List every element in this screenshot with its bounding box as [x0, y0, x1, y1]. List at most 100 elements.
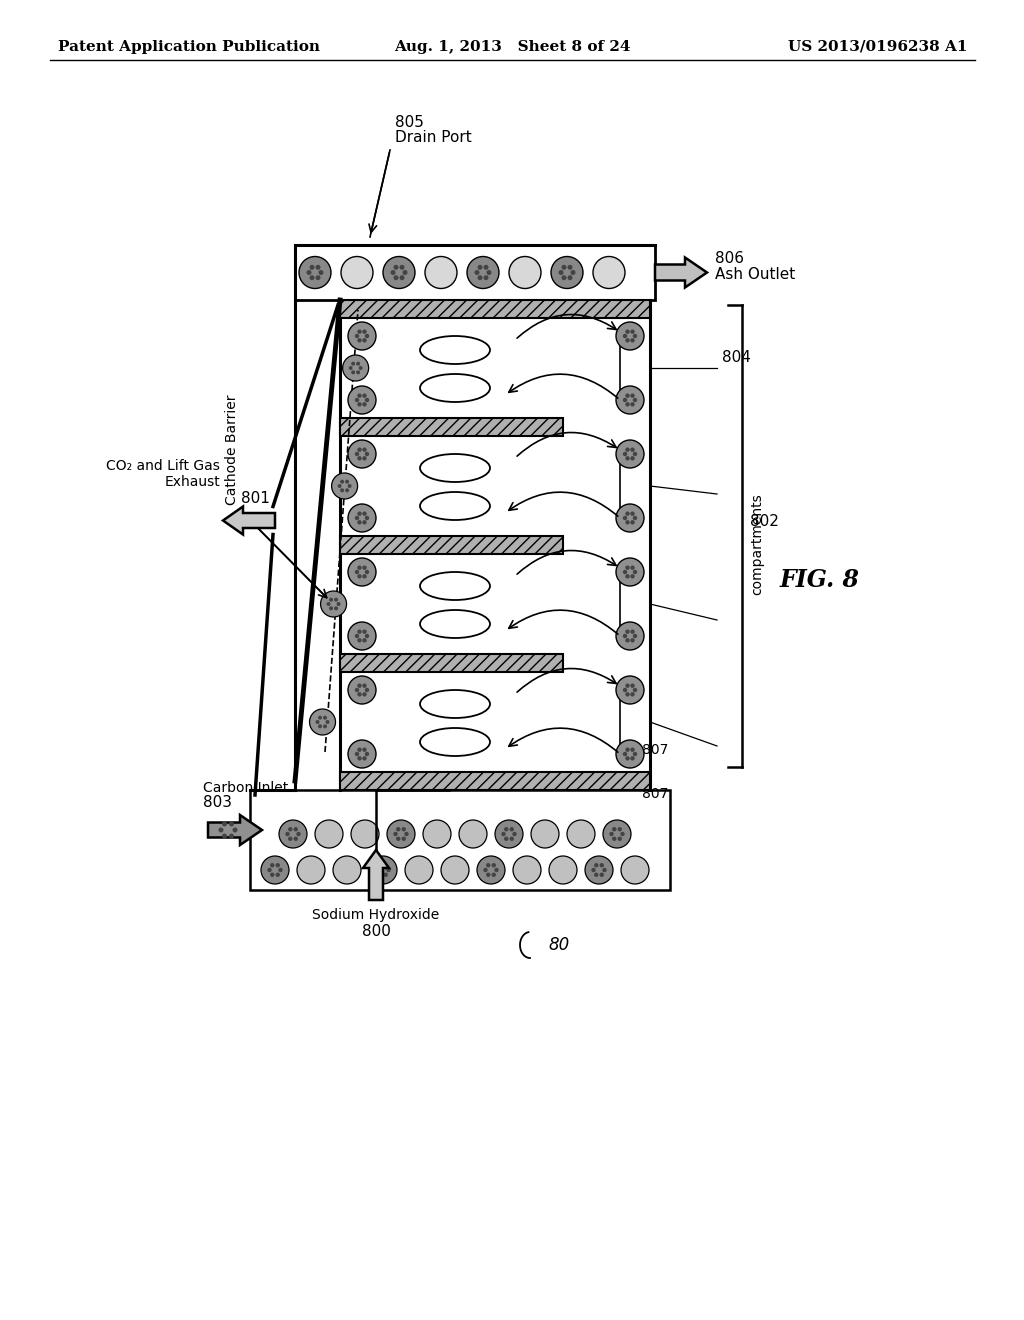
Text: Ash Outlet: Ash Outlet: [715, 267, 796, 282]
Text: 804: 804: [722, 351, 751, 366]
Circle shape: [326, 719, 330, 723]
Circle shape: [591, 867, 596, 873]
Circle shape: [513, 855, 541, 884]
Circle shape: [222, 821, 227, 826]
Circle shape: [318, 715, 322, 719]
Text: Cathode Barrier: Cathode Barrier: [225, 395, 239, 506]
Text: 801: 801: [241, 491, 270, 506]
Bar: [340, 772, 650, 789]
Circle shape: [633, 451, 637, 457]
Circle shape: [467, 256, 499, 289]
Circle shape: [365, 634, 370, 638]
Circle shape: [603, 820, 631, 847]
Circle shape: [365, 451, 370, 457]
Circle shape: [477, 265, 482, 269]
Circle shape: [621, 855, 649, 884]
Circle shape: [631, 630, 635, 634]
Circle shape: [626, 330, 630, 334]
Circle shape: [340, 479, 344, 483]
Circle shape: [345, 488, 349, 492]
Circle shape: [396, 828, 400, 832]
Circle shape: [399, 265, 404, 269]
Text: Carbon Inlet: Carbon Inlet: [203, 781, 288, 795]
Circle shape: [531, 820, 559, 847]
Circle shape: [315, 820, 343, 847]
Bar: [340, 536, 563, 554]
Circle shape: [334, 598, 338, 602]
Circle shape: [631, 457, 635, 461]
Circle shape: [357, 684, 361, 688]
Circle shape: [623, 451, 627, 457]
Ellipse shape: [420, 492, 490, 520]
Circle shape: [477, 275, 482, 280]
Circle shape: [357, 574, 361, 578]
Circle shape: [626, 457, 630, 461]
Circle shape: [633, 634, 637, 638]
Circle shape: [585, 855, 613, 884]
Circle shape: [286, 832, 290, 836]
Circle shape: [348, 558, 376, 586]
Bar: [340, 418, 563, 436]
Circle shape: [357, 756, 361, 760]
Circle shape: [357, 520, 361, 524]
Circle shape: [593, 256, 625, 289]
Circle shape: [599, 863, 604, 867]
Circle shape: [504, 837, 509, 841]
Circle shape: [558, 271, 563, 275]
Circle shape: [631, 638, 635, 643]
Circle shape: [616, 676, 644, 704]
Circle shape: [299, 256, 331, 289]
Polygon shape: [362, 850, 389, 900]
Circle shape: [334, 606, 338, 610]
Circle shape: [631, 574, 635, 578]
Text: compartments: compartments: [750, 494, 764, 595]
Circle shape: [356, 371, 360, 375]
Circle shape: [623, 570, 627, 574]
Circle shape: [570, 271, 575, 275]
Circle shape: [633, 752, 637, 756]
Circle shape: [354, 570, 359, 574]
Circle shape: [633, 397, 637, 403]
Circle shape: [594, 873, 598, 876]
Bar: [250, 789, 670, 890]
Circle shape: [626, 338, 630, 342]
Circle shape: [279, 820, 307, 847]
Circle shape: [423, 820, 451, 847]
Circle shape: [365, 334, 370, 338]
Circle shape: [358, 366, 362, 370]
Circle shape: [362, 457, 367, 461]
Circle shape: [626, 511, 630, 516]
Circle shape: [486, 873, 490, 876]
Circle shape: [362, 403, 367, 407]
Circle shape: [323, 725, 327, 729]
Circle shape: [357, 330, 361, 334]
Circle shape: [621, 832, 625, 836]
Circle shape: [384, 873, 388, 876]
Circle shape: [357, 747, 361, 752]
Text: US 2013/0196238 A1: US 2013/0196238 A1: [788, 40, 968, 54]
Circle shape: [332, 473, 357, 499]
Circle shape: [296, 832, 301, 836]
Circle shape: [551, 256, 583, 289]
Circle shape: [347, 484, 351, 488]
Circle shape: [357, 447, 361, 451]
Circle shape: [362, 511, 367, 516]
Circle shape: [218, 828, 223, 833]
Circle shape: [378, 863, 382, 867]
Circle shape: [393, 832, 397, 836]
Circle shape: [549, 855, 577, 884]
Circle shape: [354, 451, 359, 457]
Circle shape: [345, 479, 349, 483]
Circle shape: [267, 867, 271, 873]
Circle shape: [341, 256, 373, 289]
Circle shape: [357, 565, 361, 570]
Text: 806: 806: [715, 251, 744, 267]
Circle shape: [483, 265, 488, 269]
Circle shape: [362, 630, 367, 634]
Circle shape: [401, 837, 406, 841]
Circle shape: [477, 855, 505, 884]
Circle shape: [616, 622, 644, 649]
Circle shape: [626, 630, 630, 634]
Circle shape: [387, 820, 415, 847]
Circle shape: [617, 828, 622, 832]
